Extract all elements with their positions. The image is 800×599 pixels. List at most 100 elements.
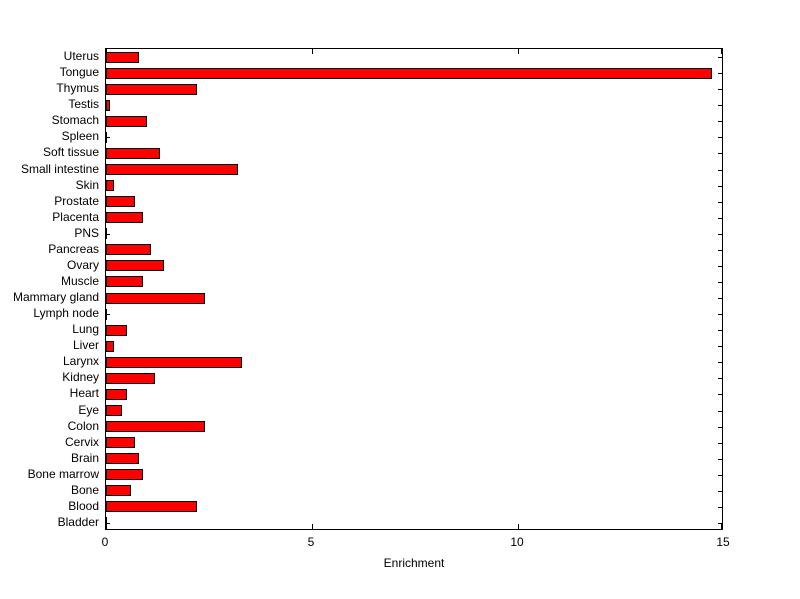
y-tick-label: Bone marrow xyxy=(27,467,99,481)
bar xyxy=(106,357,242,368)
y-tick-label: Stomach xyxy=(51,113,99,127)
tick-mark xyxy=(718,105,722,106)
bar xyxy=(106,244,151,255)
tick-mark xyxy=(718,314,722,315)
bar xyxy=(106,453,139,464)
tick-mark xyxy=(718,137,722,138)
y-tick-label: Kidney xyxy=(62,370,99,384)
tick-mark xyxy=(718,202,722,203)
bar xyxy=(106,164,238,175)
bar xyxy=(106,517,107,528)
y-tick-label: Blood xyxy=(68,499,99,513)
tick-mark xyxy=(718,378,722,379)
tick-mark xyxy=(718,250,722,251)
bar xyxy=(106,421,205,432)
bar xyxy=(106,293,205,304)
bar xyxy=(106,148,160,159)
tick-mark xyxy=(718,475,722,476)
bar xyxy=(106,325,127,336)
bar xyxy=(106,485,131,496)
y-tick-label: Mammary gland xyxy=(12,290,99,304)
y-tick-label: Bladder xyxy=(57,515,99,529)
tick-mark xyxy=(718,73,722,74)
bar xyxy=(106,100,110,111)
y-tick-label: Thymus xyxy=(56,81,99,95)
tick-mark xyxy=(718,57,722,58)
tick-mark xyxy=(718,298,722,299)
tick-mark xyxy=(718,234,722,235)
y-tick-label: Testis xyxy=(68,97,99,111)
y-tick-label: Uterus xyxy=(63,49,99,63)
tick-mark xyxy=(718,459,722,460)
tick-mark xyxy=(718,330,722,331)
tick-mark xyxy=(721,49,722,54)
bar xyxy=(106,196,135,207)
x-tick-label: 0 xyxy=(101,535,109,549)
y-tick-label: Liver xyxy=(72,338,99,352)
y-tick-label: Brain xyxy=(70,451,99,465)
tick-mark xyxy=(106,524,107,529)
bar xyxy=(106,212,143,223)
bar xyxy=(106,373,155,384)
y-tick-label: Lung xyxy=(72,322,99,336)
bar xyxy=(106,389,127,400)
y-tick-label: Bone xyxy=(70,483,99,497)
tick-mark xyxy=(718,346,722,347)
plot-area xyxy=(105,48,723,530)
tick-mark xyxy=(718,282,722,283)
tick-mark xyxy=(718,186,722,187)
bar xyxy=(106,405,122,416)
y-tick-label: Colon xyxy=(67,419,99,433)
y-tick-label: Larynx xyxy=(62,354,99,368)
tick-mark xyxy=(718,427,722,428)
tick-mark xyxy=(718,170,722,171)
y-tick-label: Small intestine xyxy=(20,162,99,176)
y-tick-label: Cervix xyxy=(64,435,99,449)
tick-mark xyxy=(718,153,722,154)
y-tick-label: PNS xyxy=(74,226,99,240)
tick-mark xyxy=(718,394,722,395)
tick-mark xyxy=(718,89,722,90)
bar xyxy=(106,276,143,287)
bar xyxy=(106,341,114,352)
bar xyxy=(106,260,164,271)
bar xyxy=(106,469,143,480)
x-axis-title: Enrichment xyxy=(383,556,445,570)
tick-mark xyxy=(721,524,722,529)
x-tick-label: 10 xyxy=(510,535,524,549)
y-tick-label: Prostate xyxy=(54,194,99,208)
tick-mark xyxy=(718,507,722,508)
y-tick-label: Muscle xyxy=(60,274,99,288)
bar xyxy=(106,309,107,320)
tick-mark xyxy=(312,524,313,529)
bar xyxy=(106,116,147,127)
tick-mark xyxy=(718,411,722,412)
tick-mark xyxy=(718,266,722,267)
y-tick-label: Lymph node xyxy=(33,306,99,320)
tick-mark xyxy=(718,443,722,444)
y-tick-label: Heart xyxy=(69,386,99,400)
tick-mark xyxy=(106,234,110,235)
tick-mark xyxy=(312,49,313,54)
y-tick-label: Tongue xyxy=(59,65,99,79)
tick-mark xyxy=(718,491,722,492)
bar xyxy=(106,68,712,79)
y-tick-label: Skin xyxy=(75,178,99,192)
tick-mark xyxy=(718,121,722,122)
tick-mark xyxy=(718,362,722,363)
y-tick-label: Pancreas xyxy=(48,242,99,256)
y-tick-label: Placenta xyxy=(52,210,99,224)
tick-mark xyxy=(106,137,110,138)
y-tick-label: Eye xyxy=(78,403,99,417)
bar xyxy=(106,501,197,512)
tick-mark xyxy=(518,524,519,529)
tick-mark xyxy=(106,523,110,524)
y-tick-label: Soft tissue xyxy=(42,145,99,159)
bar xyxy=(106,84,197,95)
y-tick-label: Ovary xyxy=(66,258,99,272)
x-tick-label: 5 xyxy=(307,535,315,549)
y-tick-label: Spleen xyxy=(61,129,99,143)
bar xyxy=(106,132,107,143)
bar xyxy=(106,180,114,191)
